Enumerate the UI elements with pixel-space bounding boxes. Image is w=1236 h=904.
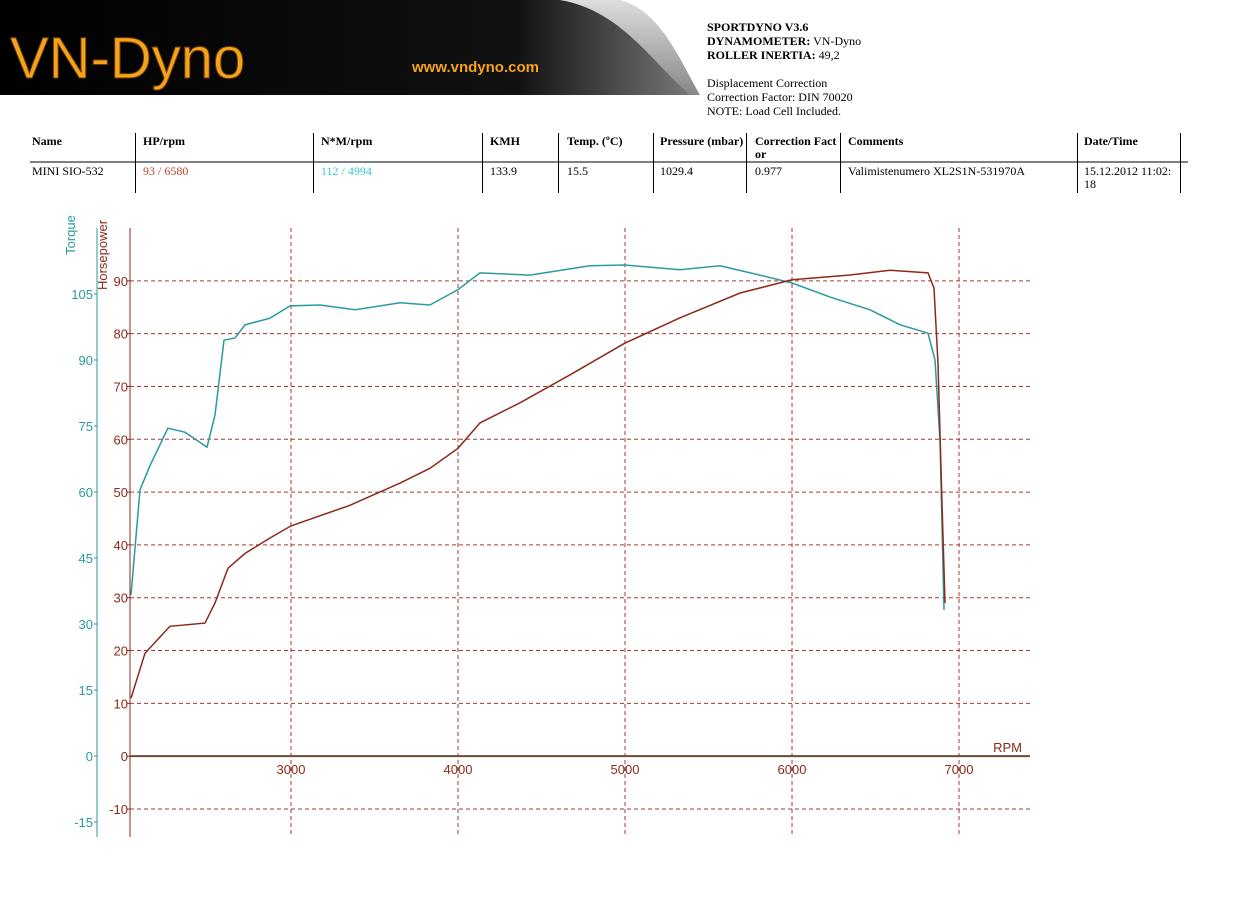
x-tick-label: 6000 bbox=[778, 762, 807, 777]
column-rule bbox=[482, 133, 483, 193]
column-header: Date/Time bbox=[1084, 134, 1138, 148]
column-header: Comments bbox=[848, 134, 904, 148]
column-rule bbox=[1180, 133, 1181, 193]
y2-tick-label: -10 bbox=[109, 802, 128, 817]
inertia: 49,2 bbox=[818, 48, 840, 62]
column-rule bbox=[558, 133, 559, 193]
y2-tick-label: 40 bbox=[114, 538, 128, 553]
logo: VN-Dyno bbox=[10, 26, 245, 91]
column-rule bbox=[840, 133, 841, 193]
y-tick-label: -15 bbox=[74, 815, 93, 830]
column-header: N*M/rpm bbox=[321, 134, 373, 148]
y2-tick-label: 90 bbox=[114, 274, 128, 289]
logo-url: www.vndyno.com bbox=[411, 59, 539, 76]
software: SPORTDYNO V3.6 bbox=[707, 20, 809, 34]
series-line bbox=[130, 269, 946, 699]
table-cell: 1029.4 bbox=[660, 164, 693, 178]
dyno-label: DYNAMOMETER: bbox=[707, 34, 811, 48]
table-cell: MINI SIO-532 bbox=[32, 164, 104, 178]
y-tick-label: 0 bbox=[86, 749, 93, 764]
column-header: Temp. (ºC) bbox=[567, 134, 623, 148]
y-axis-title: Torque bbox=[63, 215, 78, 255]
y2-tick-label: 30 bbox=[114, 591, 128, 606]
y-tick-label: 105 bbox=[71, 287, 93, 302]
y2-tick-label: 20 bbox=[114, 644, 128, 659]
y-tick-label: 30 bbox=[79, 617, 93, 632]
table-cell: Valimistenumero XL2S1N-531970A bbox=[848, 164, 1025, 178]
y2-tick-label: 80 bbox=[114, 327, 128, 342]
column-rule bbox=[1077, 133, 1078, 193]
y-tick-label: 90 bbox=[79, 353, 93, 368]
x-tick-label: 5000 bbox=[611, 762, 640, 777]
y-tick-label: 15 bbox=[79, 683, 93, 698]
table-cell: 133.9 bbox=[490, 164, 517, 178]
y2-tick-label: 50 bbox=[114, 485, 128, 500]
note: Displacement Correction bbox=[707, 76, 828, 90]
column-rule bbox=[135, 133, 136, 193]
y2-tick-label: 10 bbox=[114, 696, 128, 711]
table-cell: 0.977 bbox=[755, 164, 782, 178]
table-cell: 15.12.2012 11:02:18 bbox=[1084, 164, 1172, 191]
inertia-label: ROLLER INERTIA: bbox=[707, 48, 816, 62]
x-axis-title: RPM bbox=[993, 740, 1022, 755]
note: Correction Factor: DIN 70020 bbox=[707, 90, 853, 104]
y-tick-label: 75 bbox=[79, 419, 93, 434]
y-tick-label: 45 bbox=[79, 551, 93, 566]
column-header: KMH bbox=[490, 134, 520, 148]
note: NOTE: Load Cell Included. bbox=[707, 104, 841, 118]
y-tick-label: 60 bbox=[79, 485, 93, 500]
column-header: Name bbox=[32, 134, 62, 148]
column-header: HP/rpm bbox=[143, 134, 185, 148]
column-rule bbox=[746, 133, 747, 193]
x-tick-label: 7000 bbox=[945, 762, 974, 777]
column-header: Pressure (mbar) bbox=[660, 134, 744, 148]
y2-axis-title: Horsepower bbox=[95, 219, 110, 290]
column-rule bbox=[313, 133, 314, 193]
table-cell: 93 / 6580 bbox=[143, 164, 189, 178]
column-rule bbox=[653, 133, 654, 193]
table-cell: 112 / 4994 bbox=[321, 164, 372, 178]
column-header: Correction Factor bbox=[755, 134, 837, 161]
series-line bbox=[130, 264, 945, 610]
dyno: VN-Dyno bbox=[813, 34, 862, 48]
header-banner bbox=[0, 0, 690, 95]
x-tick-label: 4000 bbox=[444, 762, 473, 777]
table-cell: 15.5 bbox=[567, 164, 588, 178]
x-tick-label: 3000 bbox=[277, 762, 306, 777]
y2-tick-label: 0 bbox=[121, 749, 128, 764]
y2-tick-label: 70 bbox=[114, 379, 128, 394]
y2-tick-label: 60 bbox=[114, 432, 128, 447]
